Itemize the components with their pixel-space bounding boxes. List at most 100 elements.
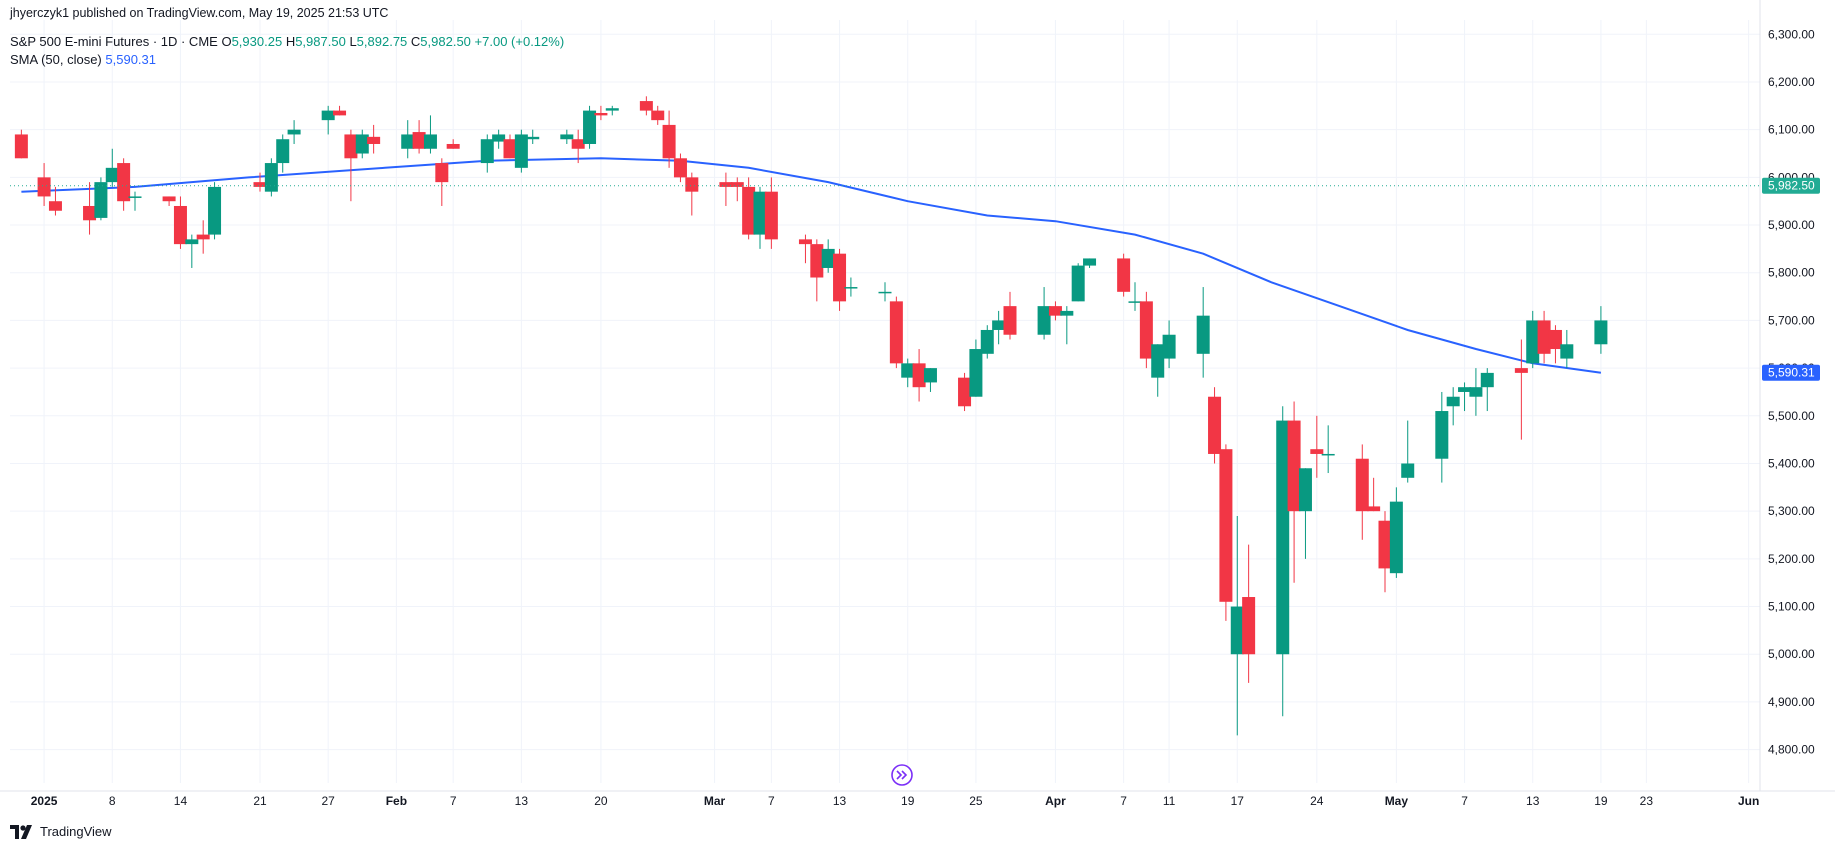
candle xyxy=(1276,406,1290,717)
x-tick-label: 17 xyxy=(1231,794,1245,808)
sma-legend[interactable]: SMA (50, close) 5,590.31 xyxy=(10,52,156,67)
candle xyxy=(117,158,131,211)
candle-body xyxy=(1003,306,1017,335)
x-tick-label: Apr xyxy=(1045,794,1066,808)
candle-body xyxy=(1196,315,1210,354)
candle-body xyxy=(594,112,608,116)
candle xyxy=(798,234,812,264)
candle xyxy=(605,105,619,116)
candles xyxy=(14,96,1608,736)
x-tick-label: Mar xyxy=(704,794,726,808)
candle xyxy=(105,148,119,187)
candle-body xyxy=(287,129,301,135)
candle xyxy=(1446,387,1460,426)
candle-body xyxy=(798,239,812,245)
candle xyxy=(173,196,187,249)
candle xyxy=(185,234,199,268)
candle xyxy=(1219,444,1233,621)
tradingview-logo-icon xyxy=(10,824,32,839)
candle xyxy=(1514,339,1528,440)
candle xyxy=(1037,287,1051,340)
candle-body xyxy=(1071,265,1085,302)
candle xyxy=(560,129,574,144)
open-value: 5,930.25 xyxy=(231,34,283,49)
candle-body xyxy=(685,177,699,192)
candle xyxy=(1230,515,1244,736)
x-tick-label: 2025 xyxy=(31,794,58,808)
candle-body xyxy=(980,329,994,354)
replay-icon[interactable] xyxy=(891,764,913,786)
candle xyxy=(1287,401,1301,583)
candle xyxy=(1378,511,1392,593)
candle-body xyxy=(1117,258,1131,292)
candle-body xyxy=(117,163,131,202)
candle-body xyxy=(1219,449,1233,602)
candle xyxy=(730,177,744,202)
candle-body xyxy=(503,139,517,159)
tradingview-branding[interactable]: TradingView xyxy=(10,824,112,839)
candle-body xyxy=(1435,411,1449,459)
high-label: H xyxy=(285,34,296,49)
candle-body xyxy=(958,377,972,407)
candle-body xyxy=(639,101,653,111)
candle xyxy=(1548,325,1562,364)
candle xyxy=(94,177,108,221)
candle-body xyxy=(1458,387,1472,392)
x-tick-label: Jun xyxy=(1738,794,1759,808)
candle-body xyxy=(162,196,176,202)
candle-body xyxy=(173,205,187,245)
sma-label: SMA (50, close) xyxy=(10,52,102,67)
candle xyxy=(1162,320,1176,369)
axes: 4,800.00 4,900.00 5,000.00 5,100.00 5,200.00… xyxy=(0,0,1835,808)
candle xyxy=(367,124,381,154)
candle-body xyxy=(1048,306,1062,316)
candle xyxy=(878,282,892,302)
y-tick-label: 5,800.00 xyxy=(1768,266,1815,280)
candle-body xyxy=(37,177,51,197)
candle xyxy=(821,239,835,273)
candle xyxy=(196,220,210,254)
candle-body xyxy=(83,205,97,221)
candle xyxy=(48,186,62,216)
candle-body xyxy=(423,134,437,149)
candle-body xyxy=(480,139,494,164)
y-tick-label: 4,900.00 xyxy=(1768,695,1815,709)
y-tick-label: 6,200.00 xyxy=(1768,75,1815,89)
published-info: jhyerczyk1 published on TradingView.com,… xyxy=(10,6,389,20)
candle-body xyxy=(1480,372,1494,388)
candle-body xyxy=(1469,387,1483,397)
candle-body xyxy=(651,110,665,121)
candle-body xyxy=(1139,301,1153,359)
candle xyxy=(1128,282,1142,311)
close-label: C xyxy=(410,34,421,49)
y-tick-label: 6,300.00 xyxy=(1768,27,1815,41)
candle-body xyxy=(764,191,778,240)
sma-line xyxy=(21,157,1602,374)
candle xyxy=(83,182,97,235)
candle-body xyxy=(901,363,915,378)
x-tick-label: 23 xyxy=(1640,794,1654,808)
low-label: L xyxy=(349,34,357,49)
candle xyxy=(1560,329,1574,369)
candle-body xyxy=(1560,344,1574,359)
candle-body xyxy=(560,134,574,140)
candle xyxy=(583,105,597,149)
candle-body xyxy=(1276,420,1290,655)
y-tick-label: 5,100.00 xyxy=(1768,600,1815,614)
y-tick-label: 5,400.00 xyxy=(1768,456,1815,470)
candle xyxy=(1594,306,1608,354)
candle-body xyxy=(1242,597,1256,655)
candle xyxy=(912,349,926,402)
candle xyxy=(1196,287,1210,378)
x-tick-label: 13 xyxy=(833,794,847,808)
candle-body xyxy=(742,186,756,235)
candle xyxy=(901,358,915,388)
x-tick-label: 25 xyxy=(969,794,983,808)
candle xyxy=(1003,291,1017,340)
candle xyxy=(37,163,51,206)
x-tick-label: 13 xyxy=(1526,794,1540,808)
candle xyxy=(128,191,142,211)
candle-body xyxy=(412,132,426,149)
